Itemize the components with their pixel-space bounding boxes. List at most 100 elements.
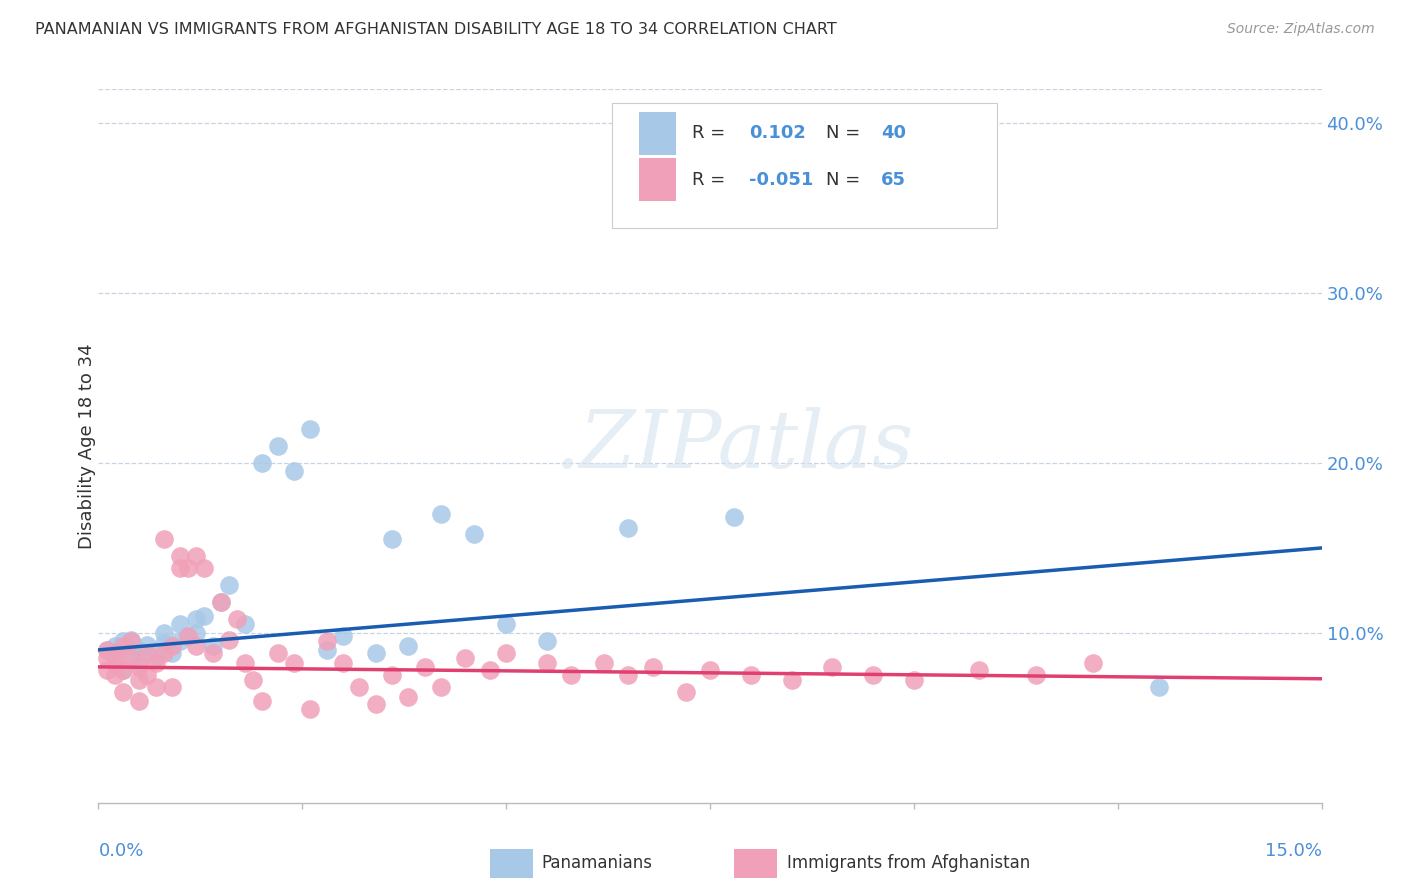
Point xyxy=(111,634,134,648)
Point xyxy=(396,640,419,654)
FancyBboxPatch shape xyxy=(734,849,778,878)
Point xyxy=(299,702,322,716)
Point xyxy=(862,668,884,682)
Point xyxy=(233,617,256,632)
Point xyxy=(641,660,664,674)
Text: 0.102: 0.102 xyxy=(749,125,806,143)
Point xyxy=(145,649,167,664)
Point xyxy=(209,595,232,609)
Point xyxy=(128,643,150,657)
Point xyxy=(723,510,745,524)
FancyBboxPatch shape xyxy=(489,849,533,878)
Point xyxy=(186,640,208,654)
Point xyxy=(169,549,191,564)
Point xyxy=(160,680,183,694)
Point xyxy=(136,646,159,660)
Point xyxy=(201,640,224,654)
Text: 0.0%: 0.0% xyxy=(98,842,143,860)
Point xyxy=(128,694,150,708)
Point xyxy=(209,595,232,609)
Point xyxy=(250,456,273,470)
Point xyxy=(111,685,134,699)
Point xyxy=(120,632,142,647)
Point xyxy=(128,660,150,674)
Point xyxy=(454,651,477,665)
Point xyxy=(169,561,191,575)
Point xyxy=(186,549,208,564)
Text: Source: ZipAtlas.com: Source: ZipAtlas.com xyxy=(1227,22,1375,37)
Point xyxy=(780,673,803,688)
Point xyxy=(478,663,501,677)
Point xyxy=(495,617,517,632)
Point xyxy=(332,657,354,671)
Text: -0.051: -0.051 xyxy=(749,171,814,189)
Point xyxy=(699,663,721,677)
Text: N =: N = xyxy=(827,171,866,189)
Point xyxy=(111,640,134,654)
Point xyxy=(128,657,150,671)
Point xyxy=(152,626,174,640)
FancyBboxPatch shape xyxy=(640,112,676,155)
Point xyxy=(111,663,134,677)
Point xyxy=(177,629,200,643)
Point xyxy=(193,608,215,623)
Point xyxy=(495,646,517,660)
Point xyxy=(96,643,118,657)
Point xyxy=(96,651,118,665)
Point xyxy=(104,640,127,654)
Point xyxy=(267,439,290,453)
Point xyxy=(1025,668,1047,682)
Text: Immigrants from Afghanistan: Immigrants from Afghanistan xyxy=(787,855,1031,872)
Point xyxy=(675,685,697,699)
Point xyxy=(96,643,118,657)
Text: 40: 40 xyxy=(882,125,907,143)
Point xyxy=(560,668,582,682)
Point xyxy=(821,660,844,674)
Text: R =: R = xyxy=(692,125,731,143)
Point xyxy=(111,663,134,677)
Point xyxy=(381,668,404,682)
Point xyxy=(267,646,290,660)
Point xyxy=(315,634,337,648)
Text: N =: N = xyxy=(827,125,866,143)
Text: .ZIPatlas: .ZIPatlas xyxy=(555,408,914,484)
Text: PANAMANIAN VS IMMIGRANTS FROM AFGHANISTAN DISABILITY AGE 18 TO 34 CORRELATION CH: PANAMANIAN VS IMMIGRANTS FROM AFGHANISTA… xyxy=(35,22,837,37)
Point xyxy=(349,680,371,694)
Point xyxy=(136,668,159,682)
Point xyxy=(120,651,142,665)
Point xyxy=(430,680,453,694)
Point xyxy=(186,612,208,626)
FancyBboxPatch shape xyxy=(640,159,676,202)
FancyBboxPatch shape xyxy=(612,103,997,228)
Point xyxy=(315,643,337,657)
Point xyxy=(104,668,127,682)
Y-axis label: Disability Age 18 to 34: Disability Age 18 to 34 xyxy=(79,343,96,549)
Point xyxy=(364,646,387,660)
Point xyxy=(120,634,142,648)
Point xyxy=(536,634,558,648)
Point xyxy=(145,680,167,694)
Point xyxy=(250,694,273,708)
Point xyxy=(381,533,404,547)
Point xyxy=(201,646,224,660)
Text: Panamanians: Panamanians xyxy=(541,855,652,872)
Point xyxy=(967,663,990,677)
Point xyxy=(186,626,208,640)
Text: 15.0%: 15.0% xyxy=(1264,842,1322,860)
Point xyxy=(413,660,436,674)
Point xyxy=(104,657,127,671)
Point xyxy=(463,527,485,541)
Point xyxy=(169,617,191,632)
Point xyxy=(593,657,616,671)
Text: 65: 65 xyxy=(882,171,907,189)
Point xyxy=(1083,657,1105,671)
Point xyxy=(218,578,240,592)
Point xyxy=(332,629,354,643)
Point xyxy=(193,561,215,575)
Point xyxy=(242,673,264,688)
Point xyxy=(218,632,240,647)
Point xyxy=(226,612,249,626)
Point xyxy=(96,663,118,677)
Point xyxy=(396,690,419,705)
Point xyxy=(160,646,183,660)
